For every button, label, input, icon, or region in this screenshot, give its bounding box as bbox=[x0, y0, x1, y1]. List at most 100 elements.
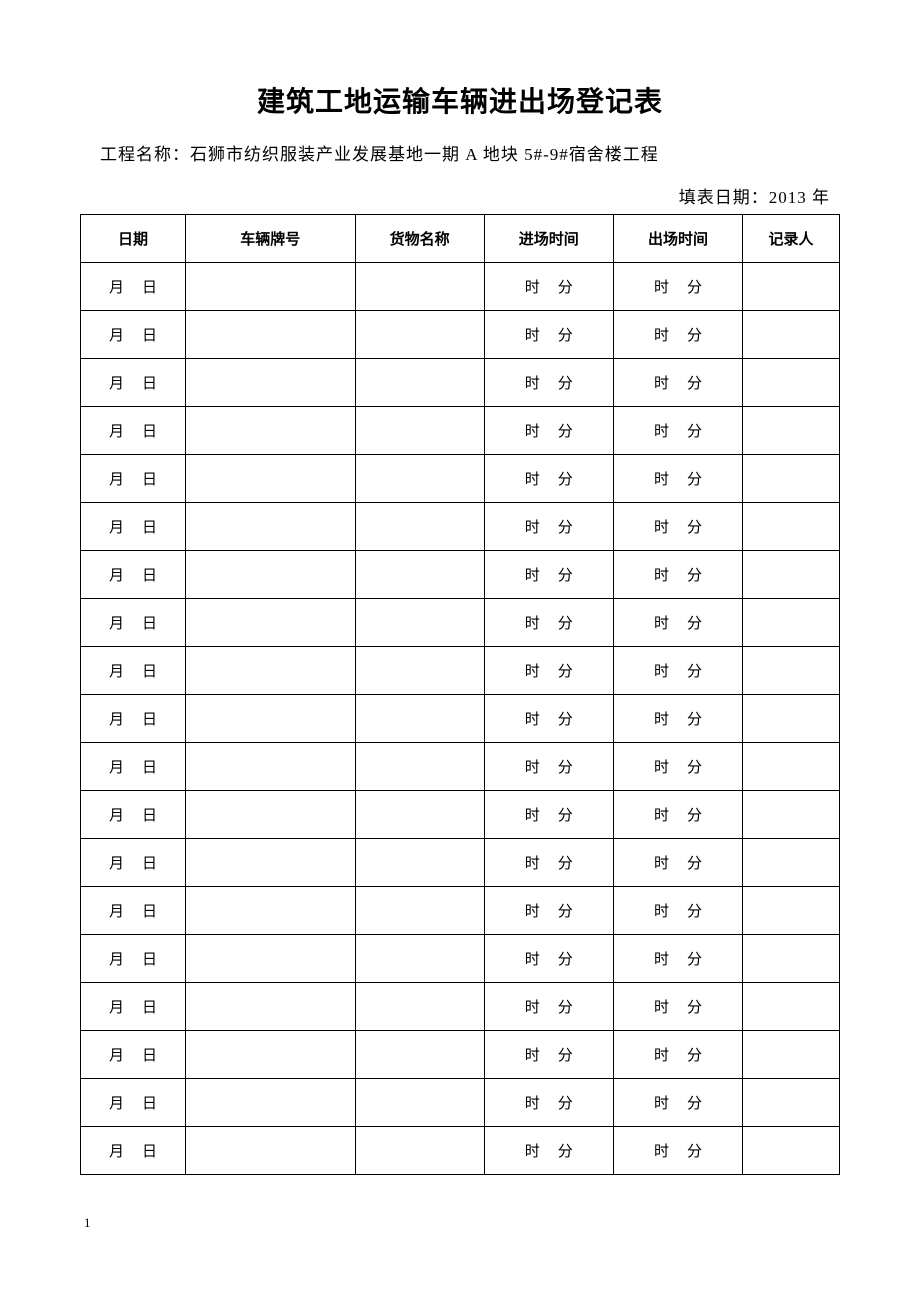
table-row: 月日时分时分 bbox=[81, 1031, 840, 1079]
cell-date: 月日 bbox=[81, 935, 186, 983]
project-label: 工程名称： bbox=[100, 145, 190, 164]
cell-date: 月日 bbox=[81, 455, 186, 503]
cell-plate bbox=[185, 935, 355, 983]
table-row: 月日时分时分 bbox=[81, 695, 840, 743]
page-number: 1 bbox=[80, 1215, 840, 1231]
cell-exit-time: 时分 bbox=[613, 311, 742, 359]
document-title: 建筑工地运输车辆进出场登记表 bbox=[80, 80, 840, 120]
cell-goods bbox=[355, 263, 484, 311]
cell-exit-time: 时分 bbox=[613, 551, 742, 599]
cell-recorder bbox=[743, 503, 840, 551]
cell-date: 月日 bbox=[81, 647, 186, 695]
cell-entry-time: 时分 bbox=[484, 1127, 613, 1175]
table-row: 月日时分时分 bbox=[81, 983, 840, 1031]
cell-date: 月日 bbox=[81, 839, 186, 887]
cell-exit-time: 时分 bbox=[613, 263, 742, 311]
cell-goods bbox=[355, 359, 484, 407]
cell-goods bbox=[355, 407, 484, 455]
cell-recorder bbox=[743, 407, 840, 455]
col-header-plate: 车辆牌号 bbox=[185, 215, 355, 263]
cell-entry-time: 时分 bbox=[484, 599, 613, 647]
cell-exit-time: 时分 bbox=[613, 455, 742, 503]
cell-date: 月日 bbox=[81, 791, 186, 839]
cell-goods bbox=[355, 839, 484, 887]
cell-entry-time: 时分 bbox=[484, 359, 613, 407]
table-row: 月日时分时分 bbox=[81, 599, 840, 647]
cell-plate bbox=[185, 359, 355, 407]
cell-entry-time: 时分 bbox=[484, 503, 613, 551]
cell-plate bbox=[185, 599, 355, 647]
cell-goods bbox=[355, 791, 484, 839]
cell-exit-time: 时分 bbox=[613, 359, 742, 407]
cell-date: 月日 bbox=[81, 887, 186, 935]
fill-date-label: 填表日期： bbox=[679, 188, 769, 207]
cell-exit-time: 时分 bbox=[613, 935, 742, 983]
cell-exit-time: 时分 bbox=[613, 791, 742, 839]
cell-goods bbox=[355, 1031, 484, 1079]
cell-entry-time: 时分 bbox=[484, 647, 613, 695]
cell-goods bbox=[355, 695, 484, 743]
cell-recorder bbox=[743, 887, 840, 935]
cell-recorder bbox=[743, 455, 840, 503]
cell-date: 月日 bbox=[81, 407, 186, 455]
cell-exit-time: 时分 bbox=[613, 983, 742, 1031]
cell-entry-time: 时分 bbox=[484, 1031, 613, 1079]
cell-recorder bbox=[743, 791, 840, 839]
cell-entry-time: 时分 bbox=[484, 695, 613, 743]
cell-entry-time: 时分 bbox=[484, 983, 613, 1031]
table-row: 月日时分时分 bbox=[81, 791, 840, 839]
table-row: 月日时分时分 bbox=[81, 551, 840, 599]
cell-recorder bbox=[743, 551, 840, 599]
cell-entry-time: 时分 bbox=[484, 407, 613, 455]
table-row: 月日 时分时分 bbox=[81, 359, 840, 407]
cell-goods bbox=[355, 647, 484, 695]
cell-plate bbox=[185, 887, 355, 935]
cell-date: 月日 bbox=[81, 1079, 186, 1127]
table-row: 月日 时分时分 bbox=[81, 503, 840, 551]
cell-plate bbox=[185, 407, 355, 455]
cell-entry-time: 时分 bbox=[484, 263, 613, 311]
vehicle-log-table: 日期 车辆牌号 货物名称 进场时间 出场时间 记录人 月日时分时分月日时分时分月… bbox=[80, 214, 840, 1175]
cell-goods bbox=[355, 935, 484, 983]
table-row: 月日时分时分 bbox=[81, 743, 840, 791]
cell-recorder bbox=[743, 263, 840, 311]
table-row: 月日时分时分 bbox=[81, 263, 840, 311]
cell-exit-time: 时分 bbox=[613, 1031, 742, 1079]
table-row: 月日时分时分 bbox=[81, 407, 840, 455]
project-line: 工程名称：石狮市纺织服装产业发展基地一期 A 地块 5#-9#宿舍楼工程 bbox=[80, 140, 840, 165]
cell-date: 月日 bbox=[81, 359, 186, 407]
cell-recorder bbox=[743, 743, 840, 791]
cell-recorder bbox=[743, 983, 840, 1031]
cell-plate bbox=[185, 647, 355, 695]
cell-entry-time: 时分 bbox=[484, 935, 613, 983]
table-row: 月日时分时分 bbox=[81, 455, 840, 503]
cell-entry-time: 时分 bbox=[484, 311, 613, 359]
cell-date: 月日 bbox=[81, 311, 186, 359]
cell-plate bbox=[185, 1127, 355, 1175]
fill-date-line: 填表日期：2013 年 bbox=[80, 183, 840, 208]
cell-plate bbox=[185, 839, 355, 887]
fill-date-value: 2013 年 bbox=[769, 188, 830, 207]
cell-plate bbox=[185, 551, 355, 599]
cell-date: 月日 bbox=[81, 503, 186, 551]
cell-entry-time: 时分 bbox=[484, 743, 613, 791]
project-name: 石狮市纺织服装产业发展基地一期 A 地块 5#-9#宿舍楼工程 bbox=[190, 145, 659, 164]
cell-exit-time: 时分 bbox=[613, 743, 742, 791]
table-row: 月日时分时分 bbox=[81, 887, 840, 935]
cell-goods bbox=[355, 455, 484, 503]
cell-exit-time: 时分 bbox=[613, 503, 742, 551]
cell-goods bbox=[355, 887, 484, 935]
cell-goods bbox=[355, 599, 484, 647]
table-row: 月日时分时分 bbox=[81, 647, 840, 695]
cell-recorder bbox=[743, 1079, 840, 1127]
col-header-exit-time: 出场时间 bbox=[613, 215, 742, 263]
cell-entry-time: 时分 bbox=[484, 839, 613, 887]
table-row: 月日时分时分 bbox=[81, 1127, 840, 1175]
cell-exit-time: 时分 bbox=[613, 599, 742, 647]
cell-goods bbox=[355, 743, 484, 791]
cell-exit-time: 时分 bbox=[613, 839, 742, 887]
table-row: 月日 时分时分 bbox=[81, 935, 840, 983]
cell-recorder bbox=[743, 935, 840, 983]
cell-plate bbox=[185, 1079, 355, 1127]
cell-plate bbox=[185, 503, 355, 551]
